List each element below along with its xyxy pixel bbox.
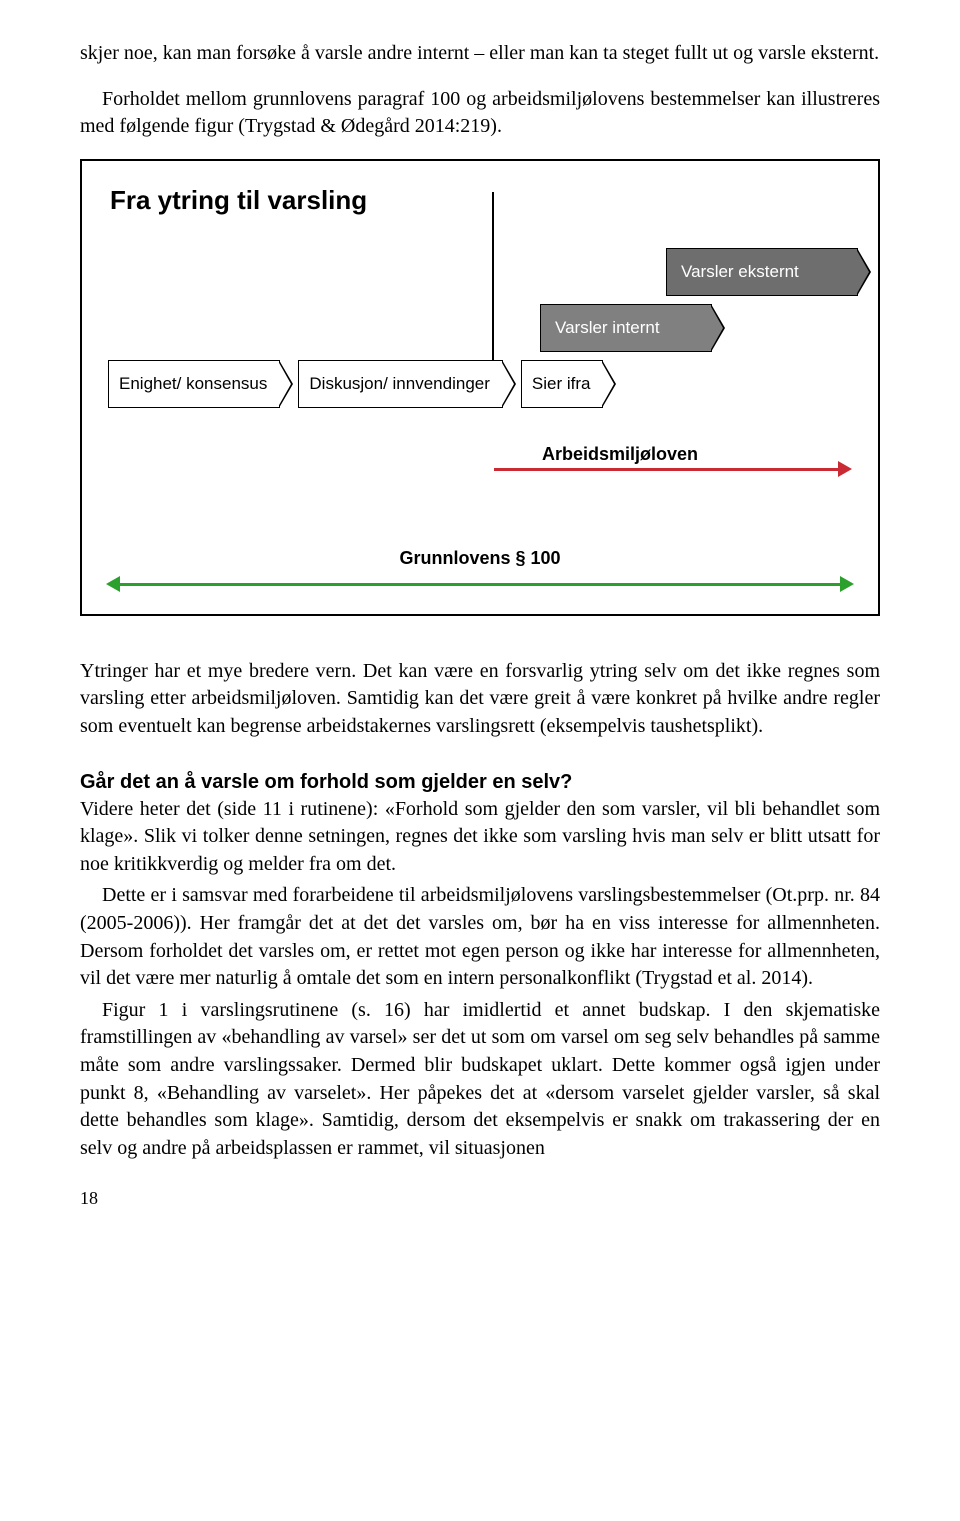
- chevron-varsler-eksternt: Varsler eksternt: [666, 248, 858, 296]
- aml-arrow: [494, 468, 840, 471]
- chevron-varsler-internt: Varsler internt: [540, 304, 712, 352]
- aml-section: Arbeidsmiljøloven: [102, 444, 858, 504]
- section-heading: Går det an å varsle om forhold som gjeld…: [80, 771, 880, 794]
- grunnloven-arrow: [120, 583, 840, 586]
- diagram-stage: Varsler eksternt Varsler internt Enighet…: [102, 240, 858, 440]
- body-paragraph-5: Dette er i samsvar med forarbeidene til …: [80, 882, 880, 992]
- page-number: 18: [80, 1188, 880, 1209]
- intro-paragraph-2: Forholdet mellom grunnlovens paragraf 10…: [80, 86, 880, 141]
- body-paragraph-6: Figur 1 i varslingsrutinene (s. 16) har …: [80, 997, 880, 1163]
- chevron-row: Enighet/ konsensus Diskusjon/ innvending…: [108, 360, 621, 408]
- grunnloven-label: Grunnlovens § 100: [102, 548, 858, 569]
- body-paragraph-3: Ytringer har et mye bredere vern. Det ka…: [80, 658, 880, 741]
- chevron-sier-ifra: Sier ifra: [521, 360, 604, 408]
- intro-paragraph-1: skjer noe, kan man forsøke å varsle andr…: [80, 40, 880, 68]
- chevron-diskusjon: Diskusjon/ innvendinger: [298, 360, 503, 408]
- chevron-enighet: Enighet/ konsensus: [108, 360, 280, 408]
- diagram-container: Fra ytring til varsling Varsler eksternt…: [80, 159, 880, 616]
- body-paragraph-4: Videre heter det (side 11 i rutinene): «…: [80, 796, 880, 879]
- diagram-title: Fra ytring til varsling: [110, 185, 858, 216]
- aml-label: Arbeidsmiljøloven: [542, 444, 698, 465]
